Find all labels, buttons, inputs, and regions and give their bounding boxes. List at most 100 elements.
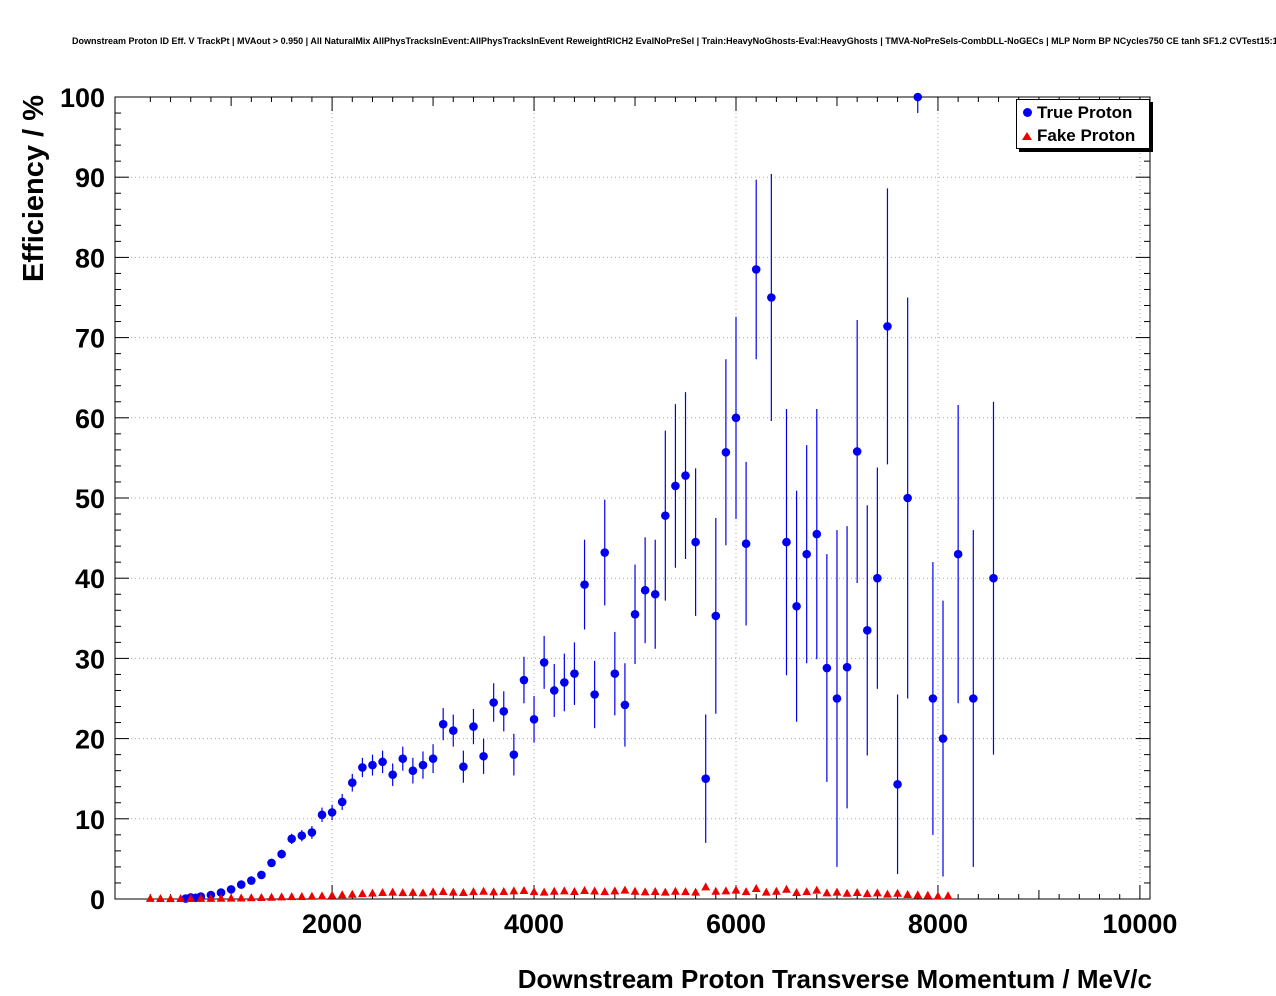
data-point-true-proton (701, 774, 711, 783)
data-point-true-proton (539, 658, 549, 667)
data-point-true-proton (782, 537, 791, 547)
true-proton-circle-icon (1022, 108, 1032, 117)
data-point-true-proton (267, 858, 276, 868)
data-point-fake-proton (872, 888, 882, 897)
y-tick-label: 60 (75, 404, 105, 434)
axis-ticks (115, 96, 1150, 900)
data-point-fake-proton (620, 885, 630, 894)
data-point-fake-proton (489, 887, 499, 896)
data-point-true-proton (570, 669, 579, 678)
data-point-true-proton (620, 700, 630, 710)
data-point-true-proton (408, 766, 418, 775)
data-point-true-proton (297, 831, 307, 840)
data-point-true-proton (236, 880, 246, 889)
x-tick-label: 4000 (504, 909, 564, 939)
data-point-true-proton (893, 780, 902, 789)
data-point-true-proton (529, 715, 539, 724)
data-point-fake-proton (368, 888, 377, 897)
data-point-true-proton (751, 265, 761, 274)
x-tick-label: 2000 (302, 909, 362, 939)
data-point-true-proton (600, 548, 610, 557)
series-fake-proton (145, 882, 953, 903)
data-point-fake-proton (448, 887, 458, 896)
data-point-true-proton (989, 573, 998, 583)
data-point-fake-proton (660, 887, 670, 896)
data-point-fake-proton (671, 886, 680, 895)
data-point-fake-proton (893, 888, 902, 897)
y-tick-label: 50 (75, 484, 105, 514)
data-point-true-proton (640, 585, 650, 595)
data-point-true-proton (459, 762, 468, 771)
data-point-fake-proton (206, 893, 216, 902)
data-point-true-proton (307, 828, 317, 837)
data-point-fake-proton (519, 885, 529, 894)
data-point-fake-proton (933, 891, 943, 900)
data-point-fake-proton (287, 892, 297, 901)
data-point-fake-proton (822, 888, 832, 897)
data-point-fake-proton (145, 893, 155, 902)
data-point-true-proton (862, 626, 872, 635)
data-point-true-proton (469, 722, 478, 731)
data-point-fake-proton (529, 887, 539, 896)
data-point-fake-proton (731, 885, 741, 894)
data-point-true-proton (327, 808, 337, 817)
data-point-fake-proton (711, 886, 721, 895)
legend: True Proton Fake Proton (1016, 99, 1150, 149)
data-point-fake-proton (539, 887, 549, 896)
fake-proton-triangle-icon (1022, 131, 1032, 140)
data-point-true-proton (519, 675, 529, 685)
data-point-fake-proton (923, 890, 933, 899)
data-point-fake-proton (317, 891, 327, 900)
data-point-true-proton (247, 876, 256, 885)
data-point-fake-proton (771, 886, 781, 895)
data-point-true-proton (509, 750, 519, 759)
data-point-fake-proton (943, 891, 953, 900)
data-point-true-proton (590, 690, 599, 699)
data-point-true-proton (938, 734, 948, 743)
data-point-fake-proton (782, 884, 791, 893)
data-point-true-proton (499, 707, 509, 716)
data-point-true-proton (691, 537, 700, 547)
data-point-true-proton (630, 609, 640, 619)
data-point-fake-proton (903, 889, 913, 898)
data-point-true-proton (812, 529, 822, 539)
data-point-fake-proton (600, 887, 610, 896)
data-point-fake-proton (549, 886, 559, 895)
data-point-fake-proton (862, 889, 872, 898)
data-point-fake-proton (257, 892, 266, 901)
data-point-fake-proton (347, 889, 357, 898)
data-point-fake-proton (327, 890, 337, 899)
data-point-fake-proton (681, 887, 690, 896)
data-point-fake-proton (792, 887, 801, 896)
data-point-true-proton (398, 754, 408, 763)
data-point-true-proton (368, 760, 377, 770)
data-point-fake-proton (721, 886, 731, 895)
data-point-fake-proton (186, 893, 196, 902)
data-point-fake-proton (236, 893, 246, 902)
data-point-fake-proton (277, 892, 287, 901)
data-point-fake-proton (701, 882, 711, 891)
data-point-true-proton (661, 511, 670, 520)
data-point-true-proton (418, 760, 428, 770)
data-point-true-proton (347, 778, 357, 788)
legend-label-fake-proton: Fake Proton (1037, 125, 1136, 145)
data-point-true-proton (438, 719, 448, 729)
data-point-true-proton (767, 293, 776, 302)
data-point-true-proton (832, 694, 842, 703)
data-point-true-proton (216, 888, 226, 897)
data-point-true-proton (378, 757, 387, 767)
data-point-fake-proton (156, 893, 165, 902)
data-point-true-proton (842, 662, 852, 672)
y-tick-label: 90 (75, 163, 105, 193)
data-point-fake-proton (650, 887, 660, 896)
data-point-true-proton (968, 694, 978, 703)
x-axis-title: Downstream Proton Transverse Momentum / … (517, 964, 1152, 994)
data-point-true-proton (277, 849, 286, 859)
data-point-fake-proton (438, 887, 448, 896)
data-point-fake-proton (751, 883, 761, 892)
data-point-fake-proton (458, 887, 468, 896)
data-point-fake-proton (469, 887, 478, 896)
data-point-true-proton (226, 885, 236, 894)
data-point-fake-proton (216, 893, 226, 902)
data-point-fake-proton (590, 886, 600, 895)
